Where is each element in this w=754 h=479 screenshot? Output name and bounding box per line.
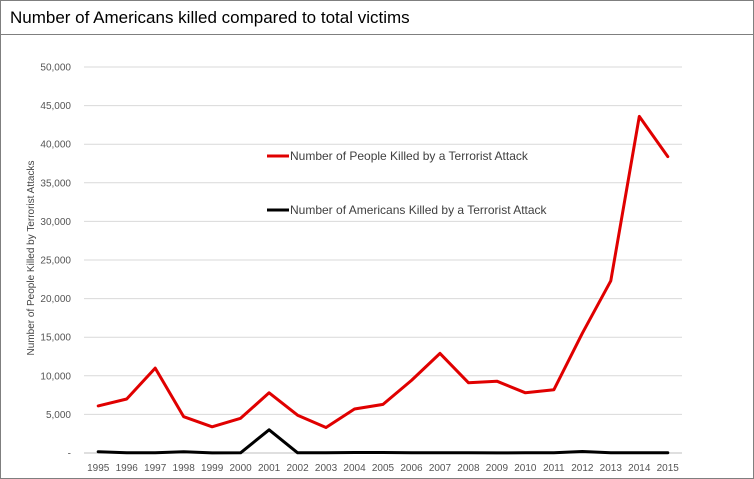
series-lines xyxy=(96,114,670,455)
y-tick-label: 40,000 xyxy=(40,140,71,151)
y-tick-label: 35,000 xyxy=(40,178,71,189)
y-tick-label: 45,000 xyxy=(40,101,71,112)
y-tick-label: 25,000 xyxy=(40,256,71,267)
y-tick-label: 50,000 xyxy=(40,63,71,74)
x-tick-label: 2008 xyxy=(457,463,480,474)
x-tick-label: 2003 xyxy=(315,463,338,474)
chart-title: Number of Americans killed compared to t… xyxy=(10,8,410,27)
y-axis-label: Number of People Killed by Terrorist Att… xyxy=(26,161,37,356)
y-axis-tick-labels: - 5,000 10,000 15,000 20,000 25,000 30,000 35,0… xyxy=(40,63,71,460)
x-tick-label: 2012 xyxy=(571,463,594,474)
x-tick-label: 1997 xyxy=(144,463,167,474)
title-divider xyxy=(0,34,754,35)
gridlines xyxy=(84,66,682,454)
x-tick-label: 2004 xyxy=(343,463,366,474)
x-tick-label: 1996 xyxy=(116,463,139,474)
x-tick-label: 2010 xyxy=(514,463,537,474)
x-tick-label: 2013 xyxy=(600,463,623,474)
y-tick-label: 5,000 xyxy=(46,410,71,421)
legend-label: Number of People Killed by a Terrorist A… xyxy=(290,149,529,163)
x-tick-label: 2015 xyxy=(657,463,680,474)
y-tick-label: 15,000 xyxy=(40,333,71,344)
x-tick-label: 2011 xyxy=(543,463,565,474)
x-tick-label: 2001 xyxy=(258,463,281,474)
legend-label: Number of Americans Killed by a Terroris… xyxy=(290,203,548,217)
x-tick-label: 1998 xyxy=(173,463,196,474)
x-tick-label: 1999 xyxy=(201,463,224,474)
y-tick-label: - xyxy=(68,449,71,460)
x-tick-label: 2002 xyxy=(286,463,309,474)
x-tick-label: 2009 xyxy=(486,463,509,474)
x-tick-label: 1995 xyxy=(87,463,110,474)
x-tick-label: 2005 xyxy=(372,463,395,474)
y-tick-label: 30,000 xyxy=(40,217,71,228)
series-line-total-victims xyxy=(96,114,670,429)
y-tick-label: 20,000 xyxy=(40,294,71,305)
y-tick-label: 10,000 xyxy=(40,371,71,382)
series-line-americans xyxy=(96,428,670,455)
x-tick-label: 2006 xyxy=(400,463,423,474)
x-tick-label: 2007 xyxy=(429,463,452,474)
x-axis-tick-labels: 1995 1996 1997 1998 1999 2000 2001 2002 2003 2004… xyxy=(87,463,679,474)
legend: Number of People Killed by a Terrorist A… xyxy=(267,149,548,217)
x-tick-label: 2014 xyxy=(628,463,651,474)
x-tick-label: 2000 xyxy=(229,463,252,474)
